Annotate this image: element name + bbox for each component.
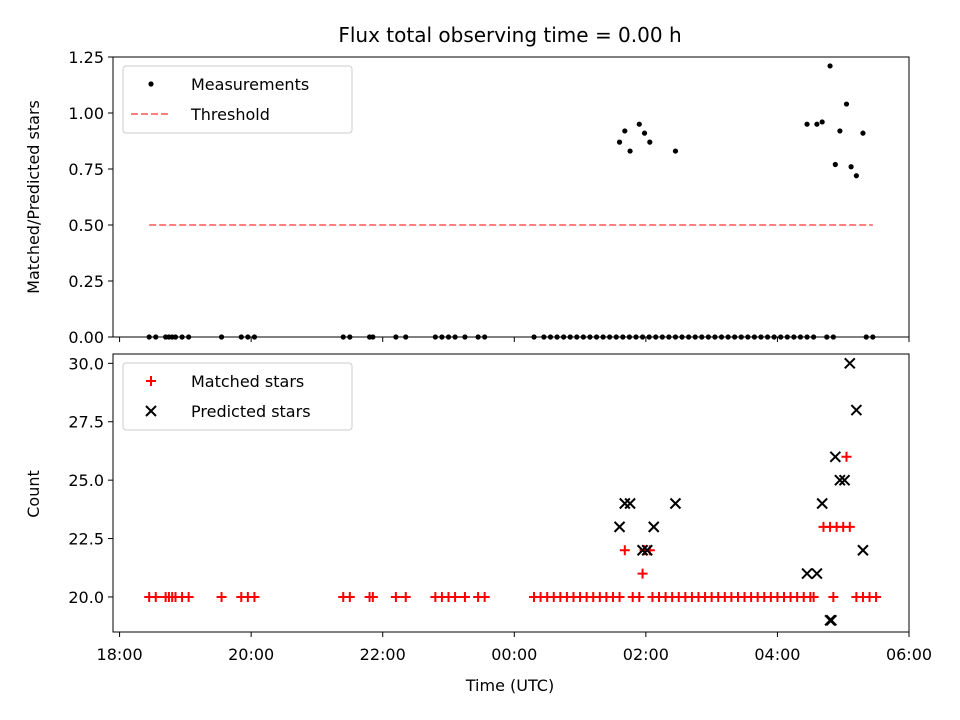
- top-y-tick-label: 1.25: [68, 48, 104, 67]
- legend-label: Threshold: [190, 105, 270, 124]
- matched-star-point: [450, 591, 461, 602]
- bottom-y-tick-label: 30.0: [68, 354, 104, 373]
- predicted-star-point: [669, 497, 682, 510]
- predicted-star-point: [613, 521, 626, 533]
- top-y-tick-label: 0.50: [68, 216, 104, 235]
- legend-label: Matched stars: [191, 372, 304, 391]
- measurement-point: [641, 130, 648, 136]
- matched-star-point: [808, 591, 819, 602]
- matched-star-point: [150, 591, 161, 602]
- predicted-star-point: [850, 404, 863, 416]
- legend-matched-marker: [146, 376, 156, 386]
- matched-star-point: [183, 591, 194, 602]
- matched-star-point: [216, 591, 227, 602]
- top-panel: Matched/Predicted stars 0.00 0.25 0.50 0.75…: [24, 48, 910, 347]
- predicted-star-point: [801, 567, 813, 580]
- x-tick-label: 04:00: [754, 645, 800, 664]
- matched-star-point: [634, 591, 645, 602]
- measurement-point: [672, 148, 679, 154]
- matched-star-point: [614, 591, 625, 602]
- legend-label: Predicted stars: [191, 402, 311, 421]
- predicted-star-point: [824, 614, 836, 627]
- measurement-point: [853, 173, 859, 179]
- legend-measurements-marker: [148, 81, 154, 87]
- predicted-star-point: [857, 544, 869, 556]
- measurement-point: [843, 101, 850, 107]
- predicted-star-point: [834, 474, 846, 486]
- bottom-y-tick-label: 22.5: [68, 530, 104, 549]
- predicted-star-point: [624, 497, 636, 510]
- legend-predicted-marker: [145, 405, 157, 417]
- top-y-tick-label: 0.75: [68, 160, 104, 179]
- measurement-point: [636, 121, 642, 127]
- matched-star-point: [459, 591, 470, 602]
- x-tick-label: 18:00: [97, 645, 143, 664]
- top-y-tick-label: 0.25: [68, 272, 104, 291]
- matched-star-point: [390, 591, 401, 602]
- matched-star-point: [841, 451, 852, 462]
- bottom-y-tick-label: 27.5: [68, 413, 104, 432]
- x-tick-label: 02:00: [623, 645, 669, 664]
- matched-star-point: [828, 591, 839, 602]
- measurement-point: [622, 128, 628, 134]
- predicted-star-point: [816, 497, 828, 510]
- top-y-axis-label: Matched/Predicted stars: [24, 100, 43, 294]
- predicted-star-point: [829, 451, 842, 463]
- matched-star-point: [619, 545, 630, 556]
- predicted-star-point: [641, 544, 653, 556]
- measurement-point: [819, 119, 825, 125]
- matched-star-point: [844, 521, 855, 532]
- measurement-point: [860, 130, 866, 136]
- matched-star-point: [249, 591, 260, 602]
- top-y-tick-label: 1.00: [68, 104, 104, 123]
- x-tick-label: 20:00: [228, 645, 274, 664]
- x-tick-label: 22:00: [360, 645, 406, 664]
- predicted-star-point: [648, 521, 660, 533]
- chart-title: Flux total observing time = 0.00 h: [338, 23, 681, 47]
- matched-star-point: [367, 591, 378, 602]
- predicted-star-point: [838, 474, 851, 486]
- predicted-star-point: [636, 544, 649, 556]
- measurement-point: [804, 121, 810, 127]
- x-tick-label: 00:00: [491, 645, 537, 664]
- measurement-point: [616, 139, 623, 145]
- bottom-y-tick-label: 20.0: [68, 588, 104, 607]
- bottom-legend-box: [122, 362, 353, 431]
- bottom-y-tick-label: 25.0: [68, 471, 104, 490]
- predicted-star-point: [844, 357, 856, 370]
- measurement-point: [827, 63, 833, 69]
- measurement-point: [814, 121, 820, 127]
- matched-star-point: [400, 591, 411, 602]
- measurement-point: [627, 148, 633, 154]
- measurement-point: [848, 164, 854, 170]
- predicted-star-point: [811, 567, 823, 580]
- measurement-point: [832, 161, 838, 168]
- bottom-y-axis-label: Count: [24, 470, 43, 518]
- measurement-point: [647, 139, 653, 145]
- x-tick-label: 06:00: [886, 645, 932, 664]
- top-legend-box: [122, 65, 353, 134]
- matched-star-point: [344, 591, 355, 602]
- top-y-tick-label: 0.00: [68, 328, 104, 347]
- matched-star-point: [637, 568, 648, 579]
- bottom-panel: Count Time (UTC) 20.0 22.5 25.0 27.5 30.0 18:…: [24, 353, 932, 695]
- top-axes-frame: [112, 56, 910, 338]
- matched-star-point: [479, 591, 490, 602]
- matched-star-point: [871, 591, 882, 602]
- bottom-axes-frame: [112, 353, 910, 633]
- x-axis-label: Time (UTC): [465, 676, 554, 695]
- measurement-point: [837, 128, 843, 134]
- legend-label: Measurements: [191, 75, 309, 94]
